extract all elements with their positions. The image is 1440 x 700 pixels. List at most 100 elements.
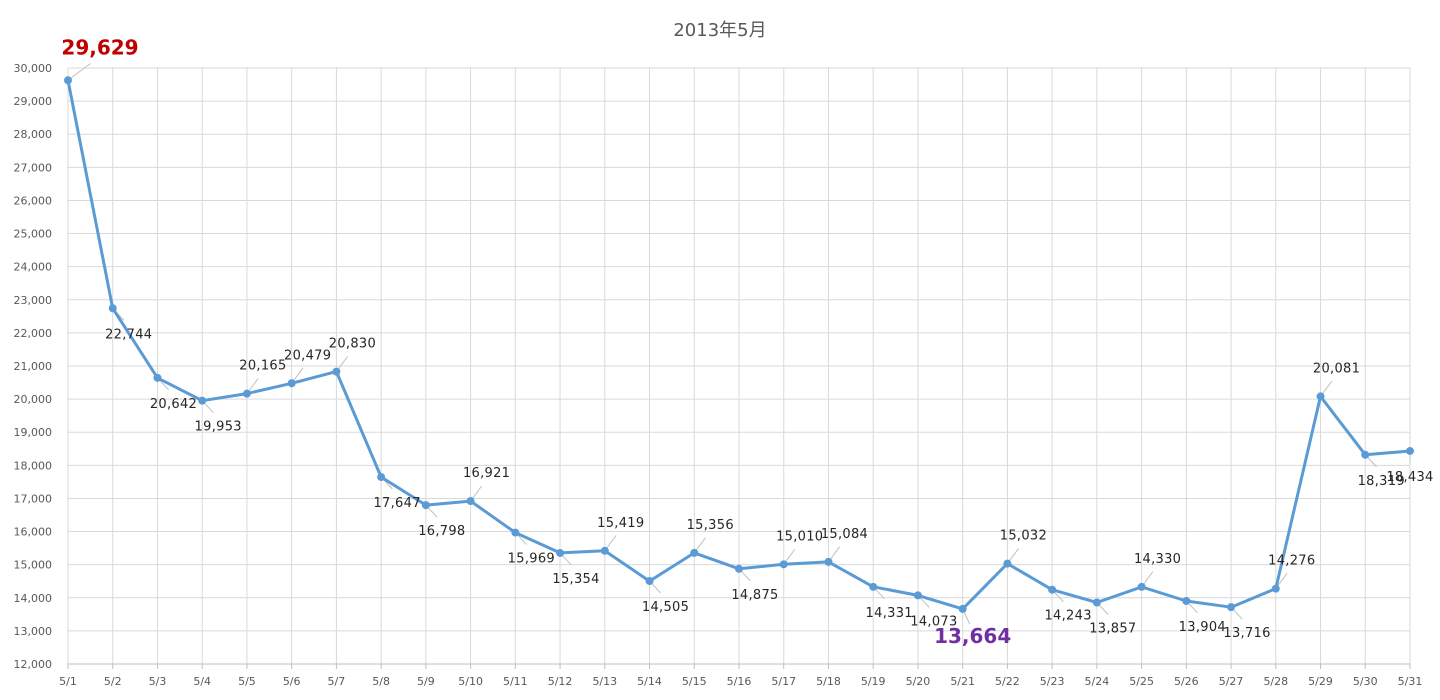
x-tick-label: 5/19 <box>861 675 886 688</box>
x-tick-label: 5/4 <box>193 675 211 688</box>
y-tick-label: 12,000 <box>14 658 53 671</box>
data-label: 16,798 <box>418 524 465 539</box>
data-point <box>242 389 251 398</box>
data-label: 20,081 <box>1313 361 1360 376</box>
x-tick-label: 5/30 <box>1353 675 1378 688</box>
data-point <box>958 604 967 613</box>
data-label: 20,165 <box>239 359 286 374</box>
y-tick-label: 18,000 <box>14 459 53 472</box>
y-tick-label: 29,000 <box>14 95 53 108</box>
data-point <box>1316 392 1325 401</box>
data-label: 14,331 <box>866 606 913 621</box>
data-label: 14,276 <box>1268 554 1315 569</box>
x-tick-label: 5/14 <box>637 675 662 688</box>
x-tick-label: 5/17 <box>771 675 796 688</box>
data-point <box>1227 603 1236 612</box>
x-tick-label: 5/1 <box>59 675 77 688</box>
data-point <box>1137 582 1146 591</box>
data-point <box>1182 596 1191 605</box>
y-tick-label: 28,000 <box>14 128 53 141</box>
data-label: 29,629 <box>61 35 138 59</box>
data-point <box>1003 559 1012 568</box>
data-point <box>421 501 430 510</box>
leader-line <box>67 63 91 81</box>
y-tick-label: 17,000 <box>14 492 53 505</box>
gridlines <box>67 67 1411 665</box>
data-label: 18,319 <box>1358 474 1405 489</box>
data-label: 15,010 <box>776 529 823 544</box>
data-point <box>600 546 609 555</box>
data-point <box>824 557 833 566</box>
data-point <box>466 497 475 506</box>
x-tick-label: 5/2 <box>104 675 122 688</box>
y-tick-label: 21,000 <box>14 360 53 373</box>
axes: 12,000 13,000 14,000 15,000 16,000 17,000 18,0… <box>14 62 1423 688</box>
x-tick-label: 5/26 <box>1174 675 1199 688</box>
data-label: 14,073 <box>910 614 957 629</box>
x-tick-label: 5/22 <box>995 675 1020 688</box>
data-label: 15,419 <box>597 516 644 531</box>
x-tick-label: 5/27 <box>1219 675 1244 688</box>
x-tick-label: 5/25 <box>1129 675 1154 688</box>
y-tick-label: 14,000 <box>14 592 53 605</box>
chart-title: 2013年5月 <box>673 20 766 41</box>
data-label: 15,084 <box>821 527 868 542</box>
data-point <box>108 304 117 313</box>
x-tick-label: 5/12 <box>548 675 573 688</box>
data-label: 15,969 <box>508 552 555 567</box>
x-tick-label: 5/13 <box>592 675 617 688</box>
data-label: 13,857 <box>1089 622 1136 637</box>
data-label: 18,434 <box>1386 470 1433 485</box>
data-label: 13,716 <box>1223 626 1270 641</box>
x-tick-label: 5/10 <box>458 675 483 688</box>
data-labels: 29,629 22,744 20,642 19,953 20,16520,47920,8… <box>61 35 1433 648</box>
x-tick-label: 5/20 <box>906 675 931 688</box>
data-label: 22,744 <box>105 327 152 342</box>
data-label: 14,330 <box>1134 552 1181 567</box>
data-label: 17,647 <box>373 496 420 511</box>
y-tick-label: 22,000 <box>14 327 53 340</box>
y-tick-label: 27,000 <box>14 161 53 174</box>
data-point <box>1271 584 1280 593</box>
data-point <box>332 367 341 376</box>
data-point <box>511 528 520 537</box>
y-tick-label: 23,000 <box>14 294 53 307</box>
data-point <box>913 591 922 600</box>
y-tick-label: 24,000 <box>14 261 53 274</box>
x-tick-label: 5/9 <box>417 675 435 688</box>
data-label: 20,642 <box>150 397 197 412</box>
x-tick-label: 5/6 <box>283 675 301 688</box>
data-point <box>64 76 72 85</box>
y-tick-label: 19,000 <box>14 426 53 439</box>
data-point <box>869 582 878 591</box>
data-label: 14,243 <box>1044 609 1091 624</box>
data-label: 20,479 <box>284 348 331 363</box>
x-tick-label: 5/15 <box>682 675 707 688</box>
x-tick-label: 5/18 <box>816 675 841 688</box>
data-label: 20,830 <box>329 337 376 352</box>
x-tick-label: 5/8 <box>372 675 390 688</box>
data-label: 16,921 <box>463 466 510 481</box>
x-tick-label: 5/3 <box>149 675 167 688</box>
data-point <box>1048 585 1057 594</box>
y-tick-label: 20,000 <box>14 393 53 406</box>
x-tick-label: 5/28 <box>1263 675 1288 688</box>
data-point <box>1092 598 1101 607</box>
data-point <box>645 577 654 586</box>
x-tick-label: 5/11 <box>503 675 528 688</box>
data-point <box>1406 446 1414 455</box>
data-label: 13,664 <box>934 624 1011 648</box>
x-tick-label: 5/23 <box>1040 675 1065 688</box>
x-tick-label: 5/7 <box>328 675 346 688</box>
x-tick-label: 5/24 <box>1085 675 1110 688</box>
x-tick-label: 5/31 <box>1398 675 1423 688</box>
data-label: 19,953 <box>195 420 242 435</box>
y-tick-label: 25,000 <box>14 228 53 241</box>
data-label: 14,505 <box>642 600 689 615</box>
data-point <box>779 560 788 569</box>
data-label: 14,875 <box>731 588 778 603</box>
data-point <box>735 564 743 573</box>
x-tick-label: 5/16 <box>727 675 752 688</box>
